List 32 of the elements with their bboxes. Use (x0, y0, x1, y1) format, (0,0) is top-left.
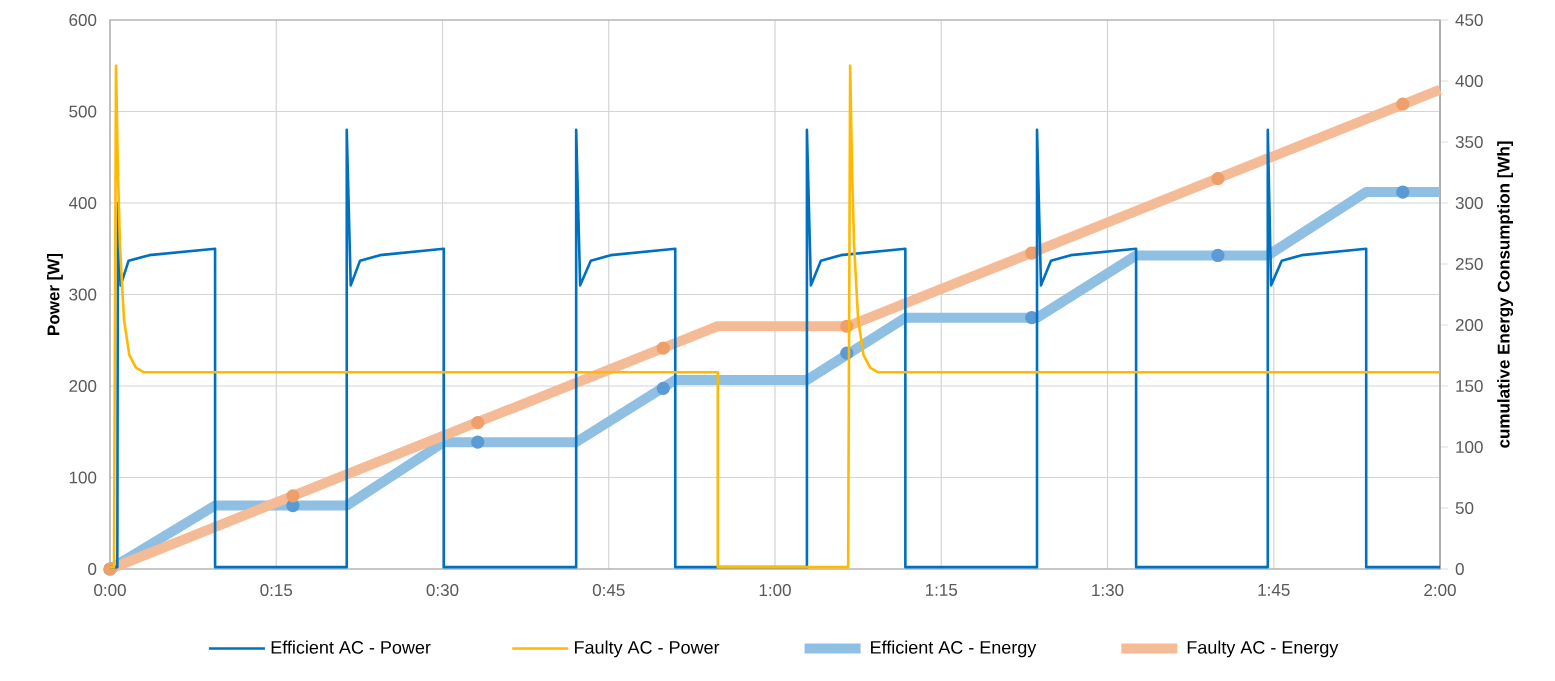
x-tick-label: 0:00 (94, 584, 126, 597)
x-tick-label: 0:15 (260, 584, 293, 597)
legend-label: Faulty AC - Power (575, 640, 720, 658)
x-tick-label: 1:45 (1258, 584, 1290, 596)
x-tick-label: 1:30 (1092, 584, 1124, 597)
y-tick-label: 100 (69, 471, 97, 484)
y-tick-label: 500 (69, 105, 97, 118)
y2-tick-label: 450 (1455, 14, 1483, 27)
legend-label: Efficient AC - Power (271, 640, 431, 654)
y2-tick-label: 100 (1456, 441, 1483, 454)
y2-tick-label: 250 (1455, 258, 1483, 271)
x-tick-label: 1:15 (926, 584, 958, 596)
y2-tick-label: 150 (1456, 380, 1483, 393)
y-tick-label: 400 (68, 197, 97, 210)
y-tick-label: 200 (69, 380, 97, 393)
y2-tick-label: 300 (1455, 197, 1483, 210)
legend-label: Faulty AC - Energy (1187, 640, 1339, 658)
y2-tick-label: 0 (1455, 563, 1464, 576)
y-tick-label: 300 (69, 288, 97, 301)
y2-tick-label: 50 (1455, 502, 1474, 515)
y2-tick-label: 350 (1455, 136, 1483, 149)
y-axis-title: Power [W] (46, 253, 63, 335)
legend-label: Efficient AC - Energy (871, 640, 1037, 658)
y-tick-label: 0 (88, 563, 97, 576)
y2-tick-label: 400 (1455, 75, 1483, 88)
x-tick-label: 0:30 (426, 584, 459, 597)
y2-tick-label: 200 (1455, 319, 1483, 332)
y2-axis-title: cumulative Energy Consumption [Wh] (1497, 141, 1514, 448)
x-tick-label: 2:00 (1424, 584, 1456, 597)
x-tick-label: 1:00 (759, 584, 791, 597)
x-tick-label: 0:45 (592, 584, 625, 597)
y-tick-label: 600 (69, 14, 97, 27)
